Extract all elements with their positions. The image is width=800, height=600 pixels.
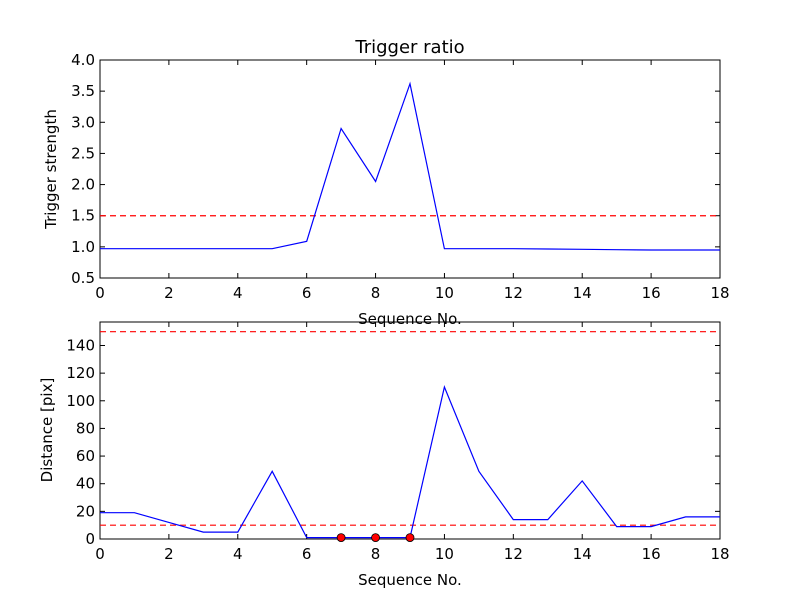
top-x-axis-label: Sequence No. xyxy=(358,310,462,328)
bottom-y-tick-label: 0 xyxy=(85,530,95,548)
top-x-tick-label: 10 xyxy=(435,284,454,302)
bottom-series-line xyxy=(100,385,720,539)
bottom-x-axis-label: Sequence No. xyxy=(358,571,462,589)
bottom-y-tick-label: 80 xyxy=(76,419,95,437)
bottom-x-tick-label: 2 xyxy=(164,545,174,563)
top-y-axis-label: Trigger strength xyxy=(42,109,60,230)
bottom-x-tick-label: 6 xyxy=(302,545,312,563)
top-x-tick-label: 4 xyxy=(233,284,243,302)
top-y-tick-label: 0.5 xyxy=(71,269,95,287)
bottom-x-tick-label: 16 xyxy=(642,545,661,563)
top-y-tick-label: 3.5 xyxy=(71,82,95,100)
bottom-marker-point xyxy=(371,533,380,543)
bottom-x-tick-label: 12 xyxy=(504,545,523,563)
bottom-y-tick-label: 120 xyxy=(66,364,95,382)
top-y-tick-label: 4.0 xyxy=(71,51,95,69)
bottom-x-tick-label: 0 xyxy=(95,545,105,563)
top-x-tick-label: 18 xyxy=(710,284,729,302)
bottom-x-tick-label: 18 xyxy=(710,545,729,563)
top-x-tick-label: 6 xyxy=(302,284,312,302)
top-x-tick-label: 14 xyxy=(573,284,592,302)
top-x-tick-label: 16 xyxy=(642,284,661,302)
bottom-y-tick-label: 60 xyxy=(76,447,95,465)
top-y-tick-label: 1.5 xyxy=(71,207,95,225)
top-x-tick-label: 0 xyxy=(95,284,105,302)
bottom-y-tick-label: 20 xyxy=(76,502,95,520)
bottom-x-tick-label: 8 xyxy=(371,545,381,563)
chart-title: Trigger ratio xyxy=(354,37,464,58)
top-plot-frame xyxy=(99,59,721,279)
bottom-x-tick-label: 4 xyxy=(233,545,243,563)
bottom-plot: 0 2 4 6 8 10 12 14 16 18 0 20 40 60 80 100 120 140 xyxy=(66,321,730,563)
bottom-y-tick-label: 100 xyxy=(66,392,95,410)
top-plot: 0 2 4 6 8 10 12 14 16 18 0.5 1.0 1.5 2.0 2.5 3.0 3.5 4.0 xyxy=(71,51,729,302)
bottom-x-tick-label: 14 xyxy=(573,545,592,563)
top-y-tick-label: 1.0 xyxy=(71,238,95,256)
bottom-y-tick-label: 40 xyxy=(76,475,95,493)
bottom-x-tick-label: 10 xyxy=(435,545,454,563)
bottom-y-axis-label: Distance [pix] xyxy=(38,378,56,483)
top-y-tick-label: 2.0 xyxy=(71,176,95,194)
bottom-plot-frame xyxy=(99,321,721,540)
bottom-marker-point xyxy=(405,533,415,543)
bottom-y-tick-label: 140 xyxy=(66,336,95,354)
top-y-tick-label: 3.0 xyxy=(71,113,95,131)
bottom-marker-point xyxy=(336,533,346,543)
top-y-tick-label: 2.5 xyxy=(71,144,95,162)
top-x-tick-label: 2 xyxy=(164,284,174,302)
top-x-tick-label: 8 xyxy=(371,284,381,302)
top-x-tick-label: 12 xyxy=(504,284,523,302)
top-series-line xyxy=(100,81,720,251)
